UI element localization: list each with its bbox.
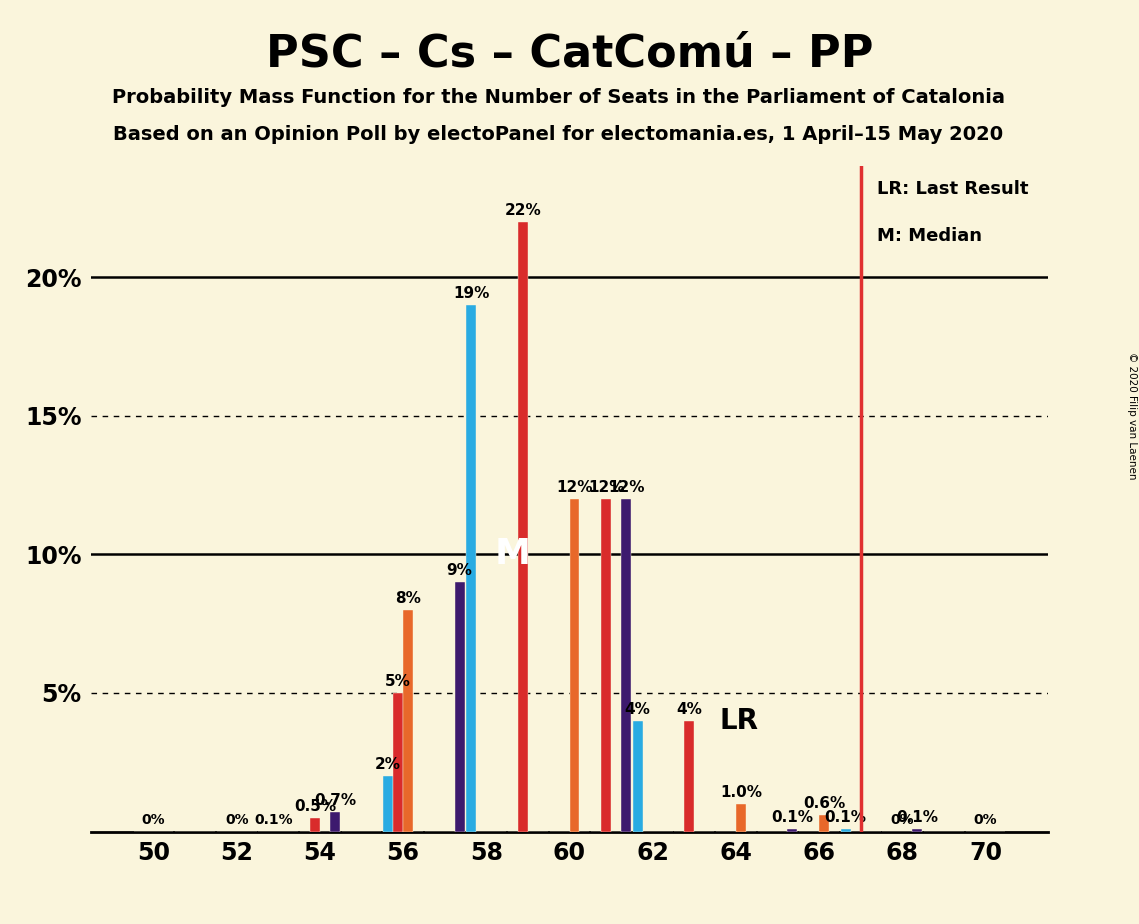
Text: Probability Mass Function for the Number of Seats in the Parliament of Catalonia: Probability Mass Function for the Number… [112, 88, 1005, 107]
Text: 0%: 0% [891, 813, 915, 828]
Text: 0.1%: 0.1% [825, 809, 867, 825]
Text: 12%: 12% [556, 480, 592, 495]
Text: PSC – Cs – CatComú – PP: PSC – Cs – CatComú – PP [265, 32, 874, 76]
Text: 0.6%: 0.6% [803, 796, 845, 811]
Text: 4%: 4% [625, 701, 650, 717]
Text: LR: Last Result: LR: Last Result [877, 180, 1029, 198]
Bar [819, 815, 829, 832]
Text: 22%: 22% [505, 202, 541, 218]
Bar [787, 829, 797, 832]
Text: 9%: 9% [446, 563, 473, 578]
Bar [570, 499, 580, 832]
Text: 1.0%: 1.0% [720, 784, 762, 800]
Text: 0.1%: 0.1% [896, 809, 939, 825]
Text: M: Median: M: Median [877, 227, 982, 245]
Text: 12%: 12% [608, 480, 645, 495]
Text: 5%: 5% [385, 674, 411, 689]
Text: 0%: 0% [974, 813, 998, 828]
Bar [454, 582, 465, 832]
Bar [518, 222, 527, 832]
Text: © 2020 Filip van Laenen: © 2020 Filip van Laenen [1126, 352, 1137, 480]
Bar [736, 804, 746, 832]
Text: LR: LR [719, 707, 759, 735]
Bar [841, 829, 851, 832]
Text: M: M [495, 538, 531, 571]
Text: 0.7%: 0.7% [314, 793, 357, 808]
Text: 0%: 0% [141, 813, 165, 828]
Bar [330, 812, 339, 832]
Bar [685, 721, 695, 832]
Bar [310, 818, 320, 832]
Bar [601, 499, 612, 832]
Text: 12%: 12% [588, 480, 624, 495]
Text: Based on an Opinion Poll by electoPanel for electomania.es, 1 April–15 May 2020: Based on an Opinion Poll by electoPanel … [113, 125, 1003, 144]
Text: 0%: 0% [224, 813, 248, 828]
Bar [393, 693, 403, 832]
Bar [466, 305, 476, 832]
Bar [383, 776, 393, 832]
Text: 0.1%: 0.1% [771, 809, 813, 825]
Bar [621, 499, 631, 832]
Text: 4%: 4% [677, 701, 703, 717]
Text: 19%: 19% [453, 286, 490, 301]
Bar [403, 610, 413, 832]
Text: 2%: 2% [375, 757, 401, 772]
Text: 8%: 8% [395, 590, 421, 606]
Bar [912, 829, 923, 832]
Bar [633, 721, 642, 832]
Text: 0.1%: 0.1% [254, 813, 293, 828]
Text: 0.5%: 0.5% [294, 798, 336, 814]
